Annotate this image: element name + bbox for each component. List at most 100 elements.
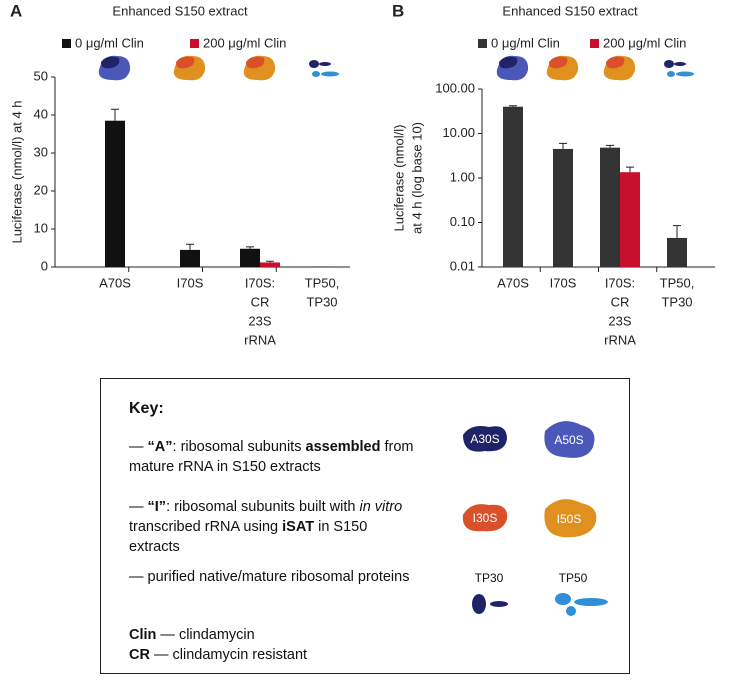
- y-tick-label: 1.00: [450, 169, 475, 184]
- icon: [674, 62, 686, 66]
- text: assembled: [305, 439, 381, 455]
- key-box: Key: — “A”: ribosomal subunits assembled…: [100, 378, 630, 674]
- icon-label: TP30: [475, 571, 504, 585]
- panel-label: B: [392, 1, 404, 20]
- text: in vitro: [359, 499, 403, 515]
- icon: [549, 56, 568, 69]
- legend-label: 0 μg/ml Clin: [75, 35, 144, 50]
- y-axis-label: Luciferase (nmol/l) at 4 h: [9, 100, 24, 243]
- bar: [667, 237, 687, 267]
- key-clin: Clin — clindamycin CR — clindamycin resis…: [129, 625, 419, 665]
- y-tick-label: 10.00: [442, 125, 475, 140]
- text: —: [129, 439, 148, 455]
- chart-title: Enhanced S150 extract: [112, 3, 248, 18]
- key-i: — “I”: ribosomal subunits built with in …: [129, 497, 419, 557]
- y-tick-label: 0: [41, 258, 48, 273]
- error-bar: [559, 142, 567, 149]
- icon: [312, 71, 320, 77]
- x-tick-label: TP30: [306, 294, 337, 309]
- y-tick-label: 0.01: [450, 258, 475, 273]
- icon: [664, 60, 674, 68]
- text: —: [129, 499, 148, 515]
- error-bar: [606, 144, 614, 148]
- icon: [574, 598, 608, 606]
- icon-label: I50S: [557, 512, 582, 526]
- icon: [101, 56, 120, 69]
- legend-swatch: [62, 39, 71, 48]
- key-tp: — purified native/mature ribosomal prote…: [129, 569, 410, 585]
- y-tick-label: 0.10: [450, 214, 475, 229]
- x-tick-label: TP50,: [660, 275, 695, 290]
- text: — clindamycin resistant: [149, 647, 308, 663]
- icon: [309, 60, 319, 68]
- text: CR: [129, 647, 150, 663]
- x-tick-label: CR: [611, 294, 630, 309]
- x-tick-label: rRNA: [604, 332, 636, 347]
- bar: [620, 172, 640, 267]
- x-tick-label: CR: [251, 294, 270, 309]
- icon: [544, 421, 595, 458]
- icon: [463, 426, 507, 452]
- x-tick-label: I70S: [177, 275, 204, 290]
- error-bar: [626, 166, 634, 173]
- chart-title: Enhanced S150 extract: [502, 3, 638, 18]
- icon: [667, 71, 675, 77]
- icon: [606, 56, 625, 69]
- text: : ribosomal subunits built with: [166, 499, 360, 515]
- icon: [176, 56, 195, 69]
- key-icons: A30S A50S I30S I50S TP30 TP50: [462, 421, 608, 616]
- y-tick-label: 40: [34, 106, 48, 121]
- legend-label: 0 μg/ml Clin: [491, 35, 560, 50]
- icon: [555, 593, 571, 605]
- error-bar: [186, 243, 194, 250]
- y-tick-label: 50: [34, 68, 48, 83]
- icon: [490, 601, 508, 607]
- bar: [553, 148, 573, 267]
- y-tick-label: 30: [34, 144, 48, 159]
- icon: [566, 606, 576, 616]
- text: : ribosomal subunits: [172, 439, 306, 455]
- x-tick-label: 23S: [608, 313, 631, 328]
- x-tick-label: I70S: [550, 275, 577, 290]
- bar: [105, 120, 125, 267]
- icon: [544, 499, 597, 538]
- legend-swatch: [190, 39, 199, 48]
- text: transcribed rRNA using: [129, 519, 283, 535]
- x-tick-label: TP50,: [305, 275, 340, 290]
- bar: [240, 248, 260, 267]
- panel-label: A: [10, 1, 22, 20]
- icon: [499, 56, 518, 69]
- error-bar: [509, 105, 517, 107]
- key-a: — “A”: ribosomal subunits assembled from…: [129, 437, 419, 477]
- error-bar: [246, 246, 254, 249]
- bar: [600, 147, 620, 267]
- y-tick-label: 100.00: [435, 80, 475, 95]
- x-tick-label: TP30: [661, 294, 692, 309]
- error-bar: [111, 108, 119, 121]
- x-tick-label: A70S: [497, 275, 529, 290]
- y-tick-label: 10: [34, 220, 48, 235]
- icon-label: A50S: [554, 433, 583, 447]
- bar: [180, 249, 200, 267]
- icon-label: A30S: [470, 432, 499, 446]
- legend-label: 200 μg/ml Clin: [203, 35, 286, 50]
- text: “I”: [147, 499, 167, 515]
- y-tick-label: 20: [34, 182, 48, 197]
- icon-label: TP50: [559, 571, 588, 585]
- text: in S150 extracts: [129, 519, 368, 555]
- text: iSAT: [282, 519, 315, 535]
- icon: [246, 56, 265, 69]
- x-tick-label: I70S:: [245, 275, 275, 290]
- legend-swatch: [478, 39, 487, 48]
- y-axis-label: Luciferase (nmol/l): [391, 125, 406, 232]
- legend-swatch: [590, 39, 599, 48]
- icon: [321, 71, 339, 77]
- y-axis-label: at 4 h (log base 10): [409, 122, 424, 234]
- text: Clin: [129, 627, 157, 643]
- icon: [462, 504, 508, 532]
- x-tick-label: rRNA: [244, 332, 276, 347]
- x-tick-label: 23S: [248, 313, 271, 328]
- icon: [676, 71, 694, 77]
